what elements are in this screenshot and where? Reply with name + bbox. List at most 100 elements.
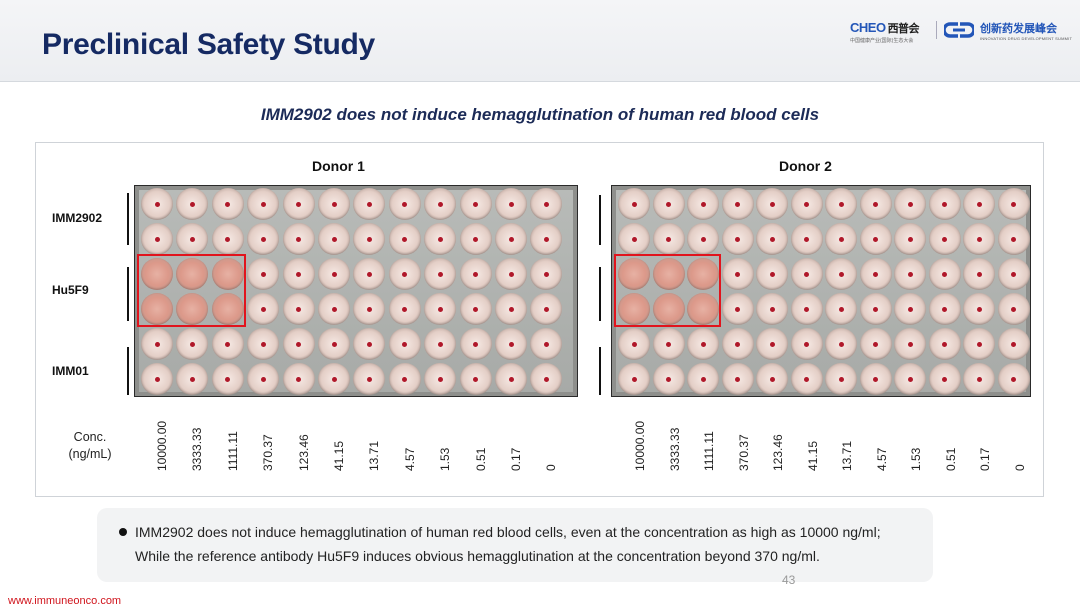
well bbox=[424, 328, 457, 360]
well bbox=[530, 293, 563, 325]
well bbox=[997, 363, 1030, 395]
rbc-pellet bbox=[508, 341, 514, 347]
well bbox=[353, 223, 386, 255]
rbc-pellet bbox=[838, 376, 844, 382]
rbc-pellet bbox=[366, 376, 372, 382]
rbc-pellet bbox=[942, 201, 947, 207]
rbc-pellet bbox=[873, 306, 878, 312]
well bbox=[247, 363, 280, 395]
rbc-pellet bbox=[366, 341, 372, 347]
summit-en: INNOVATION DRUG DEVELOPMENT SUMMIT bbox=[980, 36, 1073, 41]
well bbox=[459, 328, 492, 360]
note-line-2: While the reference antibody Hu5F9 induc… bbox=[135, 548, 820, 564]
well bbox=[997, 328, 1030, 360]
well bbox=[618, 328, 650, 360]
well bbox=[928, 188, 961, 220]
well bbox=[859, 223, 892, 255]
well bbox=[388, 188, 421, 220]
rbc-pellet bbox=[942, 236, 947, 242]
well bbox=[424, 188, 457, 220]
rbc-pellet bbox=[666, 236, 671, 242]
well bbox=[424, 293, 457, 325]
well bbox=[530, 223, 563, 255]
rbc-pellet bbox=[366, 201, 372, 207]
well bbox=[618, 188, 650, 220]
well bbox=[997, 258, 1030, 290]
well bbox=[721, 258, 754, 290]
rbc-pellet bbox=[735, 201, 740, 207]
conc-tick-label: 3333.33 bbox=[190, 427, 205, 471]
well bbox=[388, 258, 421, 290]
rbc-pellet bbox=[804, 236, 809, 242]
rbc-pellet bbox=[942, 271, 947, 277]
donor-1-plate bbox=[134, 185, 578, 397]
rbc-pellet bbox=[735, 271, 740, 277]
well bbox=[176, 188, 209, 220]
rbc-pellet bbox=[873, 341, 878, 347]
rbc-pellet bbox=[804, 201, 809, 207]
rbc-pellet bbox=[838, 341, 844, 347]
rbc-pellet bbox=[402, 271, 408, 277]
rbc-pellet bbox=[769, 201, 775, 207]
rbc-pellet bbox=[225, 236, 231, 242]
rbc-pellet bbox=[735, 376, 740, 382]
well bbox=[495, 188, 527, 220]
rbc-pellet bbox=[331, 236, 337, 242]
well bbox=[141, 328, 173, 360]
cheo-subtitle: 中国健康产业(国际)生态大会 bbox=[850, 38, 914, 44]
rbc-pellet bbox=[907, 306, 913, 312]
rbc-pellet bbox=[838, 306, 844, 312]
bullet-icon bbox=[119, 528, 127, 536]
footer-link[interactable]: www.immuneonco.com bbox=[8, 595, 122, 607]
well bbox=[859, 258, 892, 290]
rbc-pellet bbox=[331, 341, 337, 347]
well bbox=[353, 258, 386, 290]
well bbox=[247, 188, 280, 220]
well bbox=[282, 223, 315, 255]
rbc-pellet bbox=[873, 376, 878, 382]
conc-tick-label: 4.57 bbox=[874, 447, 889, 471]
well bbox=[495, 293, 527, 325]
rbc-pellet bbox=[296, 376, 302, 382]
well bbox=[756, 363, 788, 395]
summit-cn: 创新药发展峰会 bbox=[980, 23, 1057, 35]
agglutinated-well bbox=[211, 293, 244, 325]
well bbox=[424, 258, 457, 290]
well bbox=[247, 258, 280, 290]
rbc-pellet bbox=[769, 271, 775, 277]
well bbox=[652, 188, 685, 220]
figure-panel: Donor 1 Donor 2 IMM2902 Hu5F9 IMM01 Conc… bbox=[35, 142, 1044, 497]
well bbox=[825, 293, 857, 325]
rbc-pellet bbox=[189, 376, 195, 382]
well bbox=[353, 363, 386, 395]
conc-tick-label: 123.46 bbox=[296, 434, 311, 471]
rbc-pellet bbox=[769, 306, 775, 312]
hemagglutination-highlight-box bbox=[137, 254, 246, 327]
conc-tick-label: 1.53 bbox=[909, 447, 923, 471]
well bbox=[997, 188, 1030, 220]
conc-tick-label: 0 bbox=[1012, 464, 1027, 471]
rbc-pellet bbox=[366, 306, 372, 312]
well bbox=[756, 258, 788, 290]
rbc-pellet bbox=[735, 236, 740, 242]
conc-tick-label: 0.17 bbox=[509, 447, 523, 471]
well bbox=[459, 188, 492, 220]
rbc-pellet bbox=[769, 341, 775, 347]
well bbox=[928, 258, 961, 290]
rbc-pellet bbox=[437, 341, 443, 347]
well bbox=[997, 223, 1030, 255]
rbc-pellet bbox=[225, 376, 231, 382]
rbc-pellet bbox=[189, 201, 195, 207]
rbc-pellet bbox=[260, 376, 266, 382]
well bbox=[530, 328, 563, 360]
well bbox=[318, 223, 350, 255]
conc-tick-label: 13.71 bbox=[367, 440, 382, 471]
rbc-pellet bbox=[700, 236, 706, 242]
rbc-pellet bbox=[631, 201, 637, 207]
rbc-pellet bbox=[907, 271, 913, 277]
agglutinated-well bbox=[687, 293, 719, 325]
well bbox=[687, 188, 719, 220]
rbc-pellet bbox=[402, 341, 408, 347]
well bbox=[211, 188, 244, 220]
agglutinated-well bbox=[652, 258, 685, 290]
